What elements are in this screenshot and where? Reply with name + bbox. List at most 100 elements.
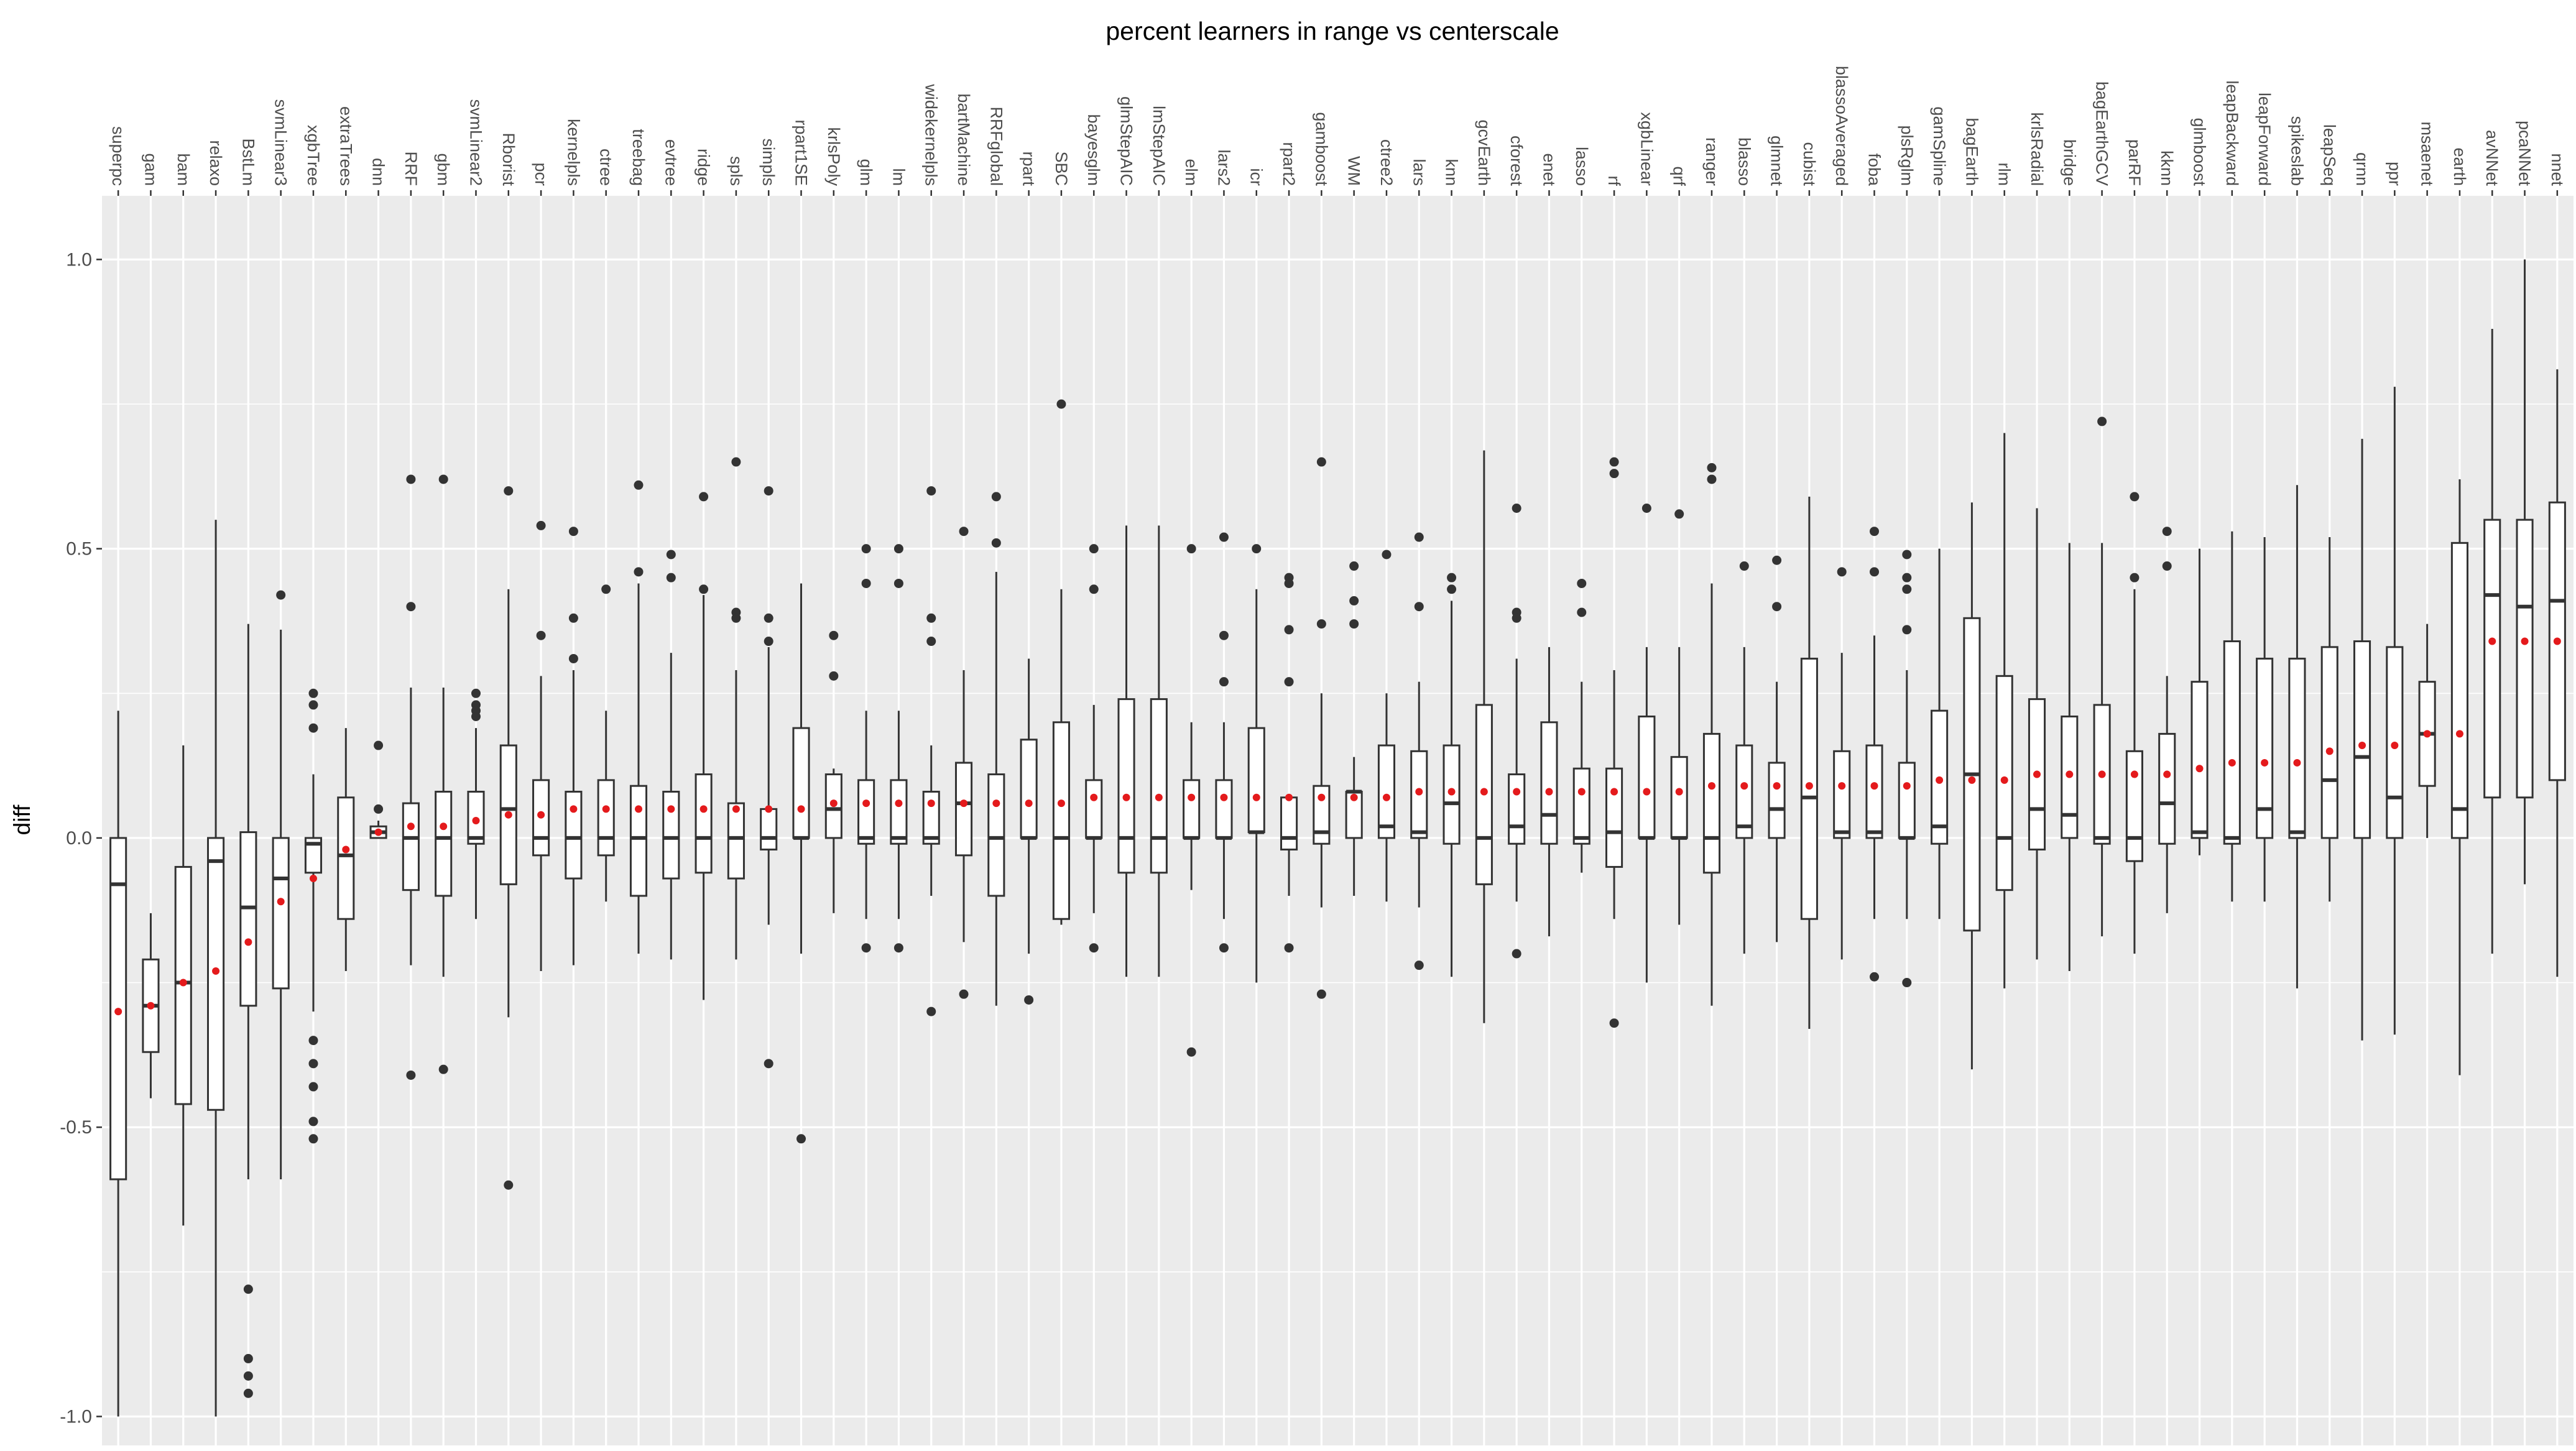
y-axis: -1.0 -0.5 0.0 0.5 1.0 [60,249,102,1427]
x-tick-label: leapForward [2255,93,2274,186]
box-bagEarthGCV [2093,417,2111,937]
box-rlm [1995,433,2013,988]
mean-point [407,822,415,831]
outlier-point [1707,474,1717,484]
x-tick-label: rf [1605,176,1623,187]
box-pcaNNet [2516,259,2534,885]
mean-point [537,811,545,819]
x-tick-label: nnet [2548,153,2567,186]
mean-point [797,805,805,813]
box-iqr [2191,681,2209,839]
x-tick-label: bridge [2060,139,2079,186]
mean-point [440,822,448,831]
box-iqr [402,802,420,891]
mean-point [1968,776,1976,784]
mean-point [244,938,252,946]
box-iqr [2223,640,2241,845]
x-tick-label: rpart2 [1280,142,1298,186]
outlier-point [276,590,286,600]
x-tick-label: svmLinear2 [466,99,485,186]
mean-point [1545,788,1553,796]
box-ctree [597,584,615,902]
outlier-point [1902,573,1912,583]
outlier-point [1707,463,1717,472]
x-tick-label: dnn [369,158,388,186]
box-iqr [629,785,648,897]
outlier-point [2162,527,2172,537]
box-qrf [1670,509,1688,925]
box-blasso [1735,561,1753,954]
outlier-point [2130,492,2140,502]
box-foba [1865,527,1883,982]
x-tick-label: msaenet [2418,121,2437,186]
x-tick-label: rlm [1995,163,2014,186]
mean-point [1447,788,1456,796]
mean-point [1740,782,1748,790]
chart-title: percent learners in range vs centerscale [1106,17,1559,45]
outlier-point [1252,544,1262,554]
outlier-point [1609,457,1619,467]
outlier-point [438,474,448,484]
mean-point [602,805,610,813]
box-gam [142,913,160,1099]
outlier-point [308,1059,318,1069]
box-iqr [2386,646,2404,839]
box-evtree [662,550,680,960]
box-superpc [109,711,127,1417]
mean-point [895,799,903,808]
outlier-point [1284,943,1294,953]
outlier-point [1739,561,1749,571]
outlier-point [731,613,741,623]
outlier-point [699,492,709,502]
x-tick-label: krlsRadial [2028,112,2046,186]
outlier-point [699,584,709,594]
box-treebag [629,480,648,954]
box-spikeslab [2288,485,2306,988]
outlier-point [829,630,839,640]
box-iqr [1638,716,1656,839]
box-ctree2 [1377,550,1396,902]
x-tick-label: lars [1410,159,1428,186]
outlier-point [893,578,903,588]
box-RRF [402,474,420,1080]
mean-point [2521,637,2529,645]
outlier-point [1447,584,1457,594]
mean-point [1707,782,1715,790]
x-tick-label: blassoAveraged [1832,66,1851,186]
x-tick-label: treebag [629,129,648,186]
box-icr [1247,544,1265,983]
x-tick-label: krlsPoly [824,127,843,186]
mean-point [1285,793,1293,801]
box-glmboost [2191,548,2209,855]
outlier-point [1316,989,1326,999]
outlier-point [1349,619,1359,629]
x-tick-label: qrf [1670,166,1689,186]
y-tick-label: 0.5 [66,539,92,560]
outlier-point [764,613,773,623]
x-tick-label: superpc [109,126,127,186]
box-iqr [1443,744,1461,845]
outlier-point [1284,677,1294,687]
box-lasso [1572,578,1590,873]
outlier-point [1414,960,1424,970]
outlier-point [1186,544,1196,554]
mean-point [1025,799,1033,808]
outlier-point [1284,578,1294,588]
mean-point [179,979,187,987]
box-iqr [1572,767,1590,845]
box-iqr [1833,750,1851,839]
box-iqr [2450,541,2468,839]
outlier-point [731,457,741,467]
box-ranger [1702,463,1721,1006]
mean-point [732,805,740,813]
mean-point [2228,758,2236,767]
x-tick-label: glm [857,159,875,186]
x-tick-label: elm [1182,159,1201,186]
x-tick-label: spikeslab [2287,116,2306,186]
outlier-point [634,567,644,577]
box-elm [1183,544,1201,1057]
outlier-point [504,1180,514,1190]
box-iqr [1052,721,1070,920]
box-xgbTree [304,688,323,1144]
